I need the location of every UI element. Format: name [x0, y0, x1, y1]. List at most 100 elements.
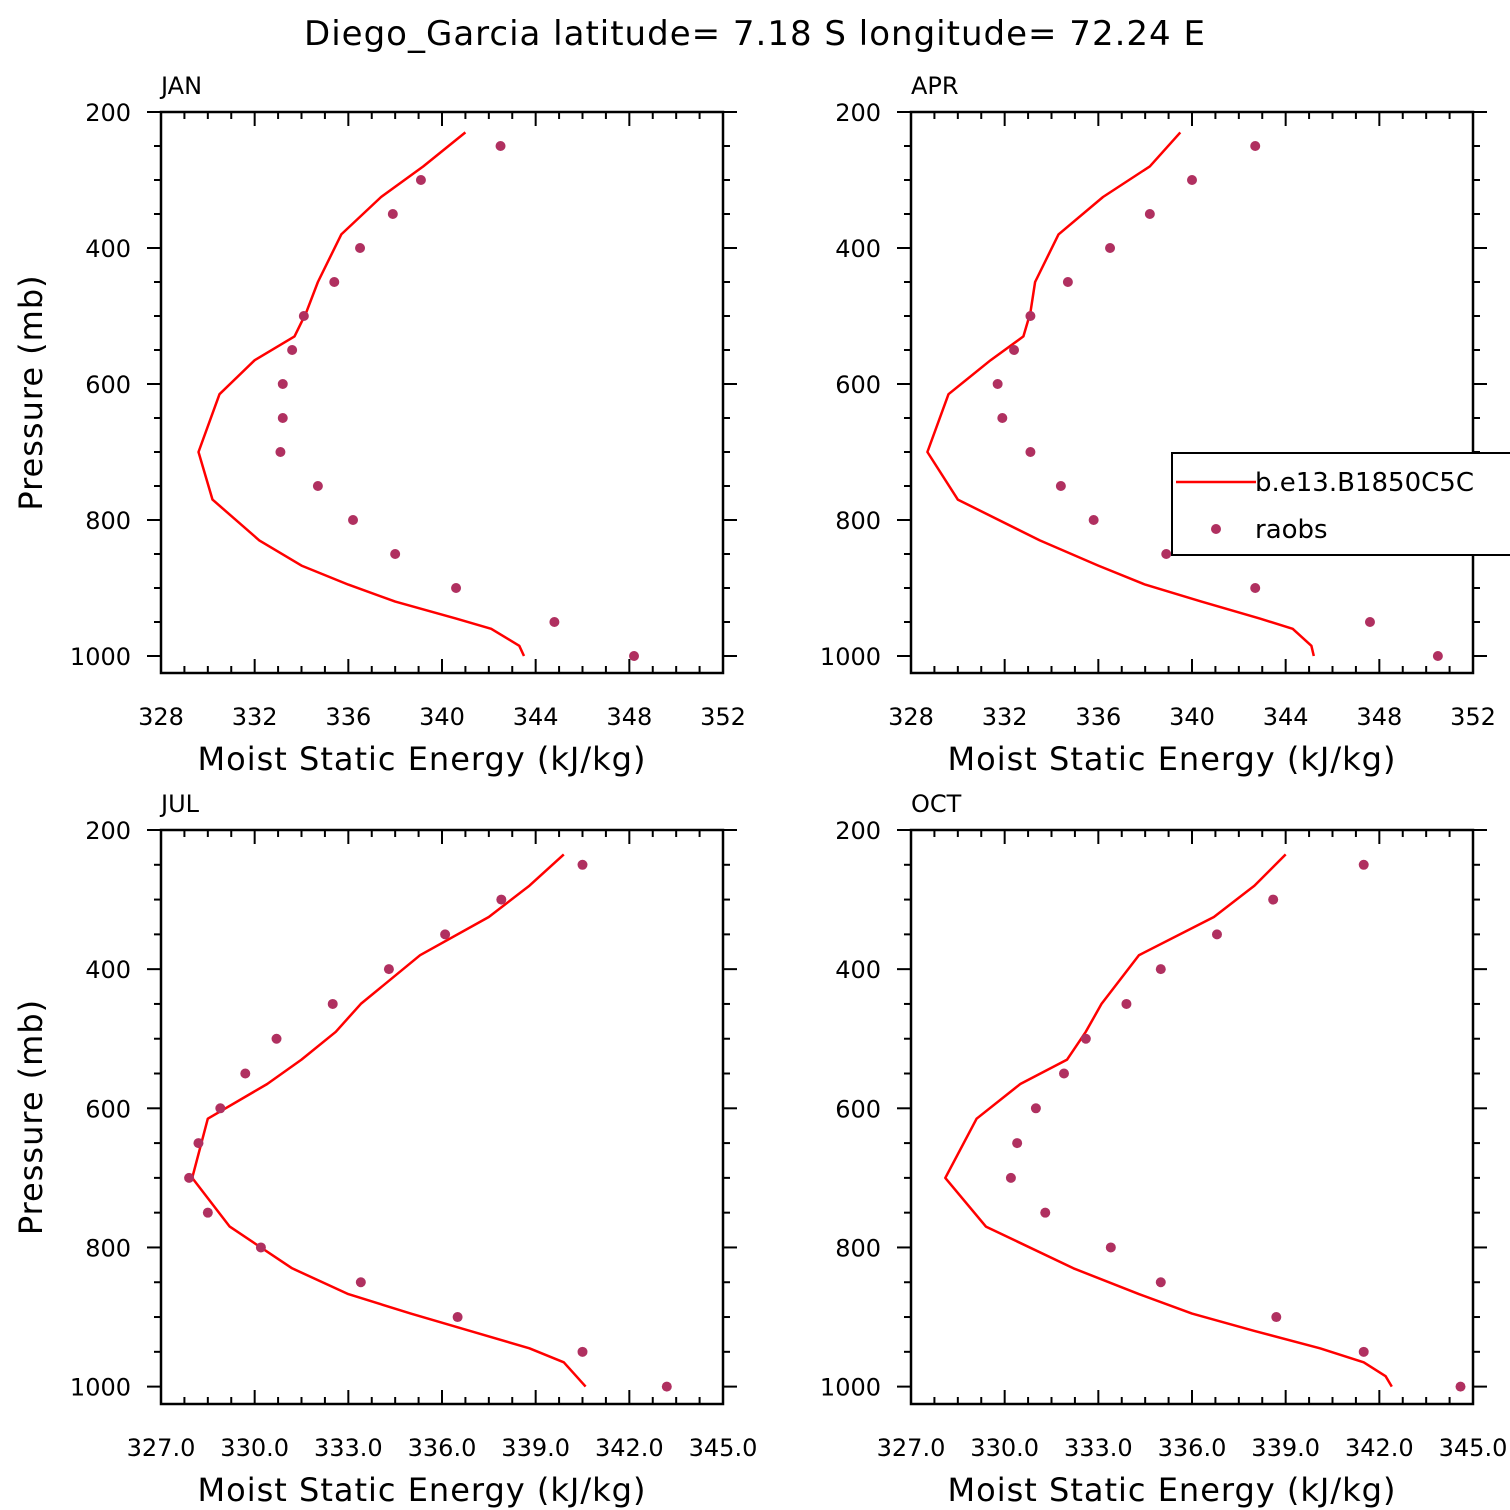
obs-point — [193, 1138, 204, 1149]
obs-point — [577, 1346, 588, 1357]
obs-point — [1012, 1138, 1023, 1149]
y-tick-label: 600 — [835, 371, 881, 399]
model-line — [944, 853, 1393, 1388]
obs-point — [1058, 1068, 1069, 1079]
x-tick-label: 345.0 — [1439, 1434, 1508, 1462]
panel-apr: APR 328 332 336 340 344 348 352 200 400 600 800 1000… — [820, 72, 1496, 778]
obs-point — [275, 447, 286, 457]
y-tick-label: 400 — [85, 235, 131, 263]
panel-jan: JAN 328 332 336 340 344 348 352 200 400 600 800 1000… — [12, 72, 746, 778]
x-axis-label: Moist Static Energy (kJ/kg) — [198, 740, 647, 778]
x-axis-label: Moist Static Energy (kJ/kg) — [948, 1471, 1397, 1509]
y-tick-label: 1000 — [820, 643, 881, 671]
obs-point — [1211, 929, 1222, 940]
x-tick-label: 328 — [888, 703, 934, 731]
obs-point — [298, 311, 309, 321]
x-tick-label: 352 — [1450, 703, 1496, 731]
y-tick-label: 800 — [85, 507, 131, 535]
obs-point — [992, 379, 1003, 389]
obs-point — [1432, 651, 1443, 661]
obs-point — [387, 209, 398, 219]
legend-model-label: b.e13.B1850C5C — [1255, 468, 1474, 498]
x-tick-label: 336 — [325, 703, 371, 731]
y-tick-label: 600 — [85, 371, 131, 399]
y-tick-label: 800 — [85, 1234, 131, 1262]
y-tick-label: 200 — [835, 817, 881, 845]
obs-point — [390, 549, 401, 559]
legend-obs-label: raobs — [1255, 515, 1328, 545]
obs-point — [577, 859, 588, 870]
x-tick-label: 348 — [606, 703, 652, 731]
model-line — [190, 853, 587, 1388]
obs-point — [452, 1312, 463, 1323]
plot-frame — [159, 110, 725, 675]
x-tick-label: 339.0 — [1251, 1434, 1320, 1462]
y-tick-label: 600 — [85, 1095, 131, 1123]
legend: b.e13.B1850C5C raobs — [1171, 452, 1510, 556]
x-axis-label: Moist Static Energy (kJ/kg) — [198, 1471, 647, 1509]
obs-point — [1364, 617, 1375, 627]
obs-point — [549, 617, 560, 627]
obs-point — [1025, 447, 1036, 457]
obs-point — [1025, 311, 1036, 321]
obs-point — [1005, 1172, 1016, 1183]
panels: JAN 328 332 336 340 344 348 352 200 400 600 800 1000… — [12, 72, 1507, 1509]
plot-frame — [159, 828, 725, 1406]
y-tick-label: 800 — [835, 507, 881, 535]
obs-point — [383, 964, 394, 975]
obs-point — [1040, 1207, 1051, 1218]
panel-title: APR — [911, 72, 959, 100]
obs-point — [1271, 1312, 1282, 1323]
y-tick-label: 200 — [835, 99, 881, 127]
obs-point — [1062, 277, 1073, 287]
y-tick-label: 200 — [85, 99, 131, 127]
x-tick-label: 340 — [419, 703, 465, 731]
x-tick-label: 336 — [1075, 703, 1121, 731]
model-line — [197, 131, 526, 657]
panel-oct: OCT 327.0 330.0 333.0 336.0 339.0 342.0 345.0 20… — [820, 790, 1507, 1509]
obs-point — [629, 651, 640, 661]
obs-point — [1250, 141, 1261, 151]
panel-jul: JUL 327.0 330.0 333.0 336.0 339.0 342.0 345.0 20… — [12, 790, 757, 1509]
y-tick-label: 1000 — [70, 643, 131, 671]
obs-point — [1055, 481, 1066, 491]
panel-title: OCT — [911, 790, 962, 818]
obs-point — [1358, 1346, 1369, 1357]
y-tick-label: 600 — [835, 1095, 881, 1123]
obs-point — [215, 1103, 226, 1114]
obs-point — [1105, 243, 1116, 253]
obs-point — [1455, 1381, 1466, 1392]
panel-title: JUL — [159, 790, 200, 818]
obs-point — [312, 481, 323, 491]
x-tick-label: 340 — [1169, 703, 1215, 731]
x-tick-label: 336.0 — [408, 1434, 477, 1462]
y-tick-label: 400 — [835, 235, 881, 263]
obs-point — [1268, 894, 1279, 905]
obs-point — [327, 998, 338, 1009]
obs-point — [1088, 515, 1099, 525]
x-tick-label: 330.0 — [220, 1434, 289, 1462]
obs-point — [1250, 583, 1261, 593]
obs-point — [329, 277, 340, 287]
obs-point — [1187, 175, 1197, 185]
y-axis-label: Pressure (mb) — [12, 274, 50, 510]
obs-point — [1161, 549, 1172, 559]
x-tick-label: 333.0 — [1064, 1434, 1133, 1462]
x-tick-label: 348 — [1356, 703, 1402, 731]
obs-point — [184, 1172, 195, 1183]
x-tick-label: 336.0 — [1158, 1434, 1227, 1462]
obs-point — [1030, 1103, 1041, 1114]
obs-point — [287, 345, 298, 355]
y-tick-label: 400 — [85, 956, 131, 984]
x-tick-label: 328 — [138, 703, 184, 731]
plot-frame — [909, 110, 1475, 675]
obs-point — [277, 379, 288, 389]
x-tick-label: 332 — [232, 703, 278, 731]
obs-point — [1358, 859, 1369, 870]
obs-point — [1155, 1277, 1166, 1288]
obs-point — [355, 243, 366, 253]
obs-point — [277, 413, 288, 423]
plot-frame — [909, 828, 1475, 1406]
y-tick-label: 200 — [85, 817, 131, 845]
obs-point — [255, 1242, 266, 1253]
